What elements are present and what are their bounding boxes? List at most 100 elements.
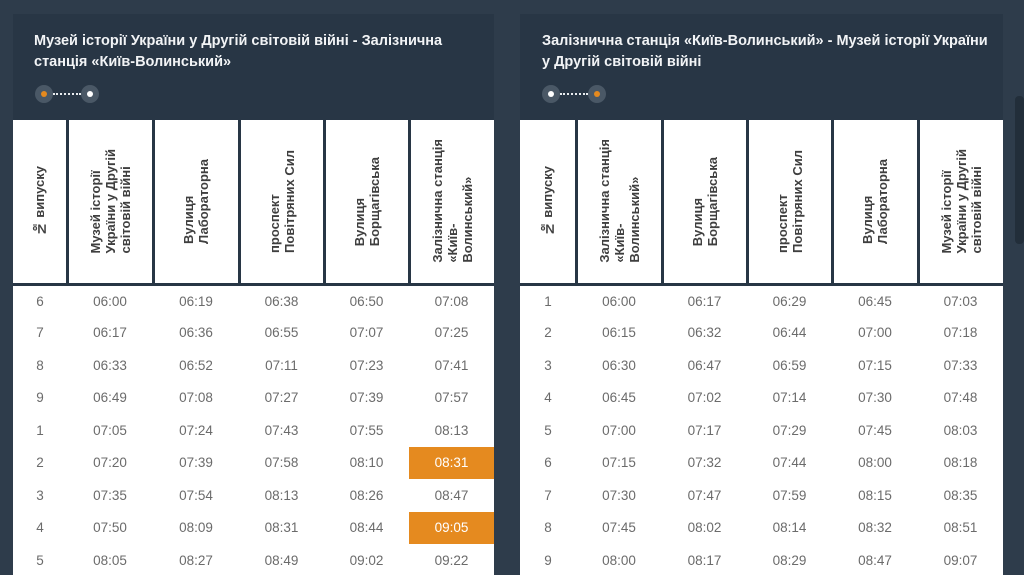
departure-time-cell: 06:44 (772, 325, 807, 341)
departure-time-cell: 06:29 (772, 293, 807, 309)
departure-time-cell: 07:14 (772, 390, 807, 406)
departure-time-cell: 07:30 (858, 390, 892, 406)
run-number-cell: 7 (36, 325, 44, 341)
column-header-run-number: № випуску (13, 120, 69, 286)
departure-time-cell: 07:58 (264, 455, 299, 471)
departure-time-cell: 07:39 (179, 455, 213, 471)
departure-time-cell: 06:38 (264, 293, 299, 309)
departure-time-cell: 08:47 (434, 487, 469, 503)
run-number-cell: 1 (544, 293, 552, 309)
run-number-cell: 5 (544, 422, 552, 438)
table-row: 5 08:05 08:27 08:49 09:02 09:22 (13, 544, 494, 575)
departure-time-cell: 08:00 (602, 552, 636, 568)
departure-time-cell: 06:47 (687, 357, 722, 373)
run-number-cell: 5 (36, 552, 44, 568)
departure-time-cell: 06:55 (264, 325, 299, 341)
departure-time-cell: 07:11 (265, 357, 298, 373)
departure-time-cell: 07:15 (602, 455, 636, 471)
panel-title: Залізнична станція «Київ-Волинський» - М… (542, 33, 988, 70)
column-header-stop: Залізнична станція «Київ- Волинський» (407, 120, 494, 286)
departure-time-cell: 07:55 (349, 422, 384, 438)
run-number-cell: 4 (36, 520, 44, 536)
departure-time-cell: 07:00 (602, 422, 636, 438)
run-number-cell: 1 (36, 422, 44, 438)
departure-time-cell: 08:31 (264, 520, 299, 536)
departure-time-cell: 07:33 (943, 357, 978, 373)
schedule-table: № випуску Музей історії України у Другій… (13, 120, 494, 575)
departure-time-cell: 07:25 (434, 325, 469, 341)
departure-time-cell: 06:52 (179, 357, 213, 373)
table-row: 3 06:30 06:47 06:59 07:15 07:33 (520, 349, 1003, 382)
departure-time-cell: 07:30 (602, 487, 636, 503)
departure-time-cell: 07:39 (349, 390, 384, 406)
departure-time-cell: 08:00 (858, 455, 892, 471)
departure-time-cell: 06:15 (602, 325, 636, 341)
departure-time-cell: 07:41 (434, 357, 469, 373)
departure-time-cell: 08:17 (687, 552, 722, 568)
departure-time-cell: 06:59 (772, 357, 807, 373)
table-row: 4 07:50 08:09 08:31 08:44 09:05 (13, 511, 494, 544)
departure-time-cell: 08:03 (943, 422, 978, 438)
departure-time-cell: 07:23 (349, 357, 384, 373)
departure-time-cell: 06:17 (93, 325, 127, 341)
run-number-cell: 8 (544, 520, 552, 536)
route-direction-indicator (542, 85, 606, 103)
table-row: 4 06:45 07:02 07:14 07:30 07:48 (520, 382, 1003, 415)
departure-time-cell: 06:49 (93, 390, 127, 406)
departure-time-cell: 07:47 (687, 487, 722, 503)
departure-time-cell: 07:07 (349, 325, 384, 341)
departure-time-cell: 06:19 (179, 293, 213, 309)
departure-time-cell: 08:49 (264, 552, 299, 568)
departure-time-cell: 07:18 (943, 325, 978, 341)
departure-time-cell: 06:50 (349, 293, 384, 309)
departure-time-cell: 07:43 (264, 422, 299, 438)
column-header-stop: Вулиця Лабораторна (830, 120, 920, 286)
departure-time-cell: 06:36 (179, 325, 213, 341)
departure-time-cell: 07:24 (179, 422, 213, 438)
table-row: 2 06:15 06:32 06:44 07:00 07:18 (520, 317, 1003, 350)
departure-time-cell: 07:08 (434, 293, 469, 309)
table-row: 6 06:00 06:19 06:38 06:50 07:08 (13, 284, 494, 317)
departure-time-cell: 08:27 (179, 552, 213, 568)
departure-time-cell: 07:35 (93, 487, 127, 503)
departure-time-cell: 08:35 (943, 487, 978, 503)
departure-time-cell: 08:29 (772, 552, 807, 568)
column-header-stop: Вулиця Лабораторна (151, 120, 241, 286)
departure-time-cell: 06:32 (687, 325, 722, 341)
table-row: 9 08:00 08:17 08:29 08:47 09:07 (520, 544, 1003, 575)
table-header-row: № випуску Залізнична станція «Київ- Воли… (520, 120, 1003, 286)
run-number-cell: 9 (36, 390, 44, 406)
route-end-dot-icon (81, 85, 99, 103)
departure-time-cell: 08:05 (93, 552, 127, 568)
table-row: 1 06:00 06:17 06:29 06:45 07:03 (520, 284, 1003, 317)
departure-time-cell: 06:00 (93, 293, 127, 309)
column-header-run-number: № випуску (520, 120, 578, 286)
departure-time-cell: 08:32 (858, 520, 892, 536)
departure-time-cell: 07:45 (602, 520, 636, 536)
departure-time-cell: 07:32 (687, 455, 722, 471)
table-row: 3 07:35 07:54 08:13 08:26 08:47 (13, 479, 494, 512)
run-number-cell: 2 (544, 325, 552, 341)
run-number-cell: 6 (544, 455, 552, 471)
table-row: 7 07:30 07:47 07:59 08:15 08:35 (520, 479, 1003, 512)
departure-time-cell: 07:57 (434, 390, 469, 406)
table-row: 5 07:00 07:17 07:29 07:45 08:03 (520, 414, 1003, 447)
page-scrollbar[interactable] (1015, 96, 1024, 244)
departure-time-cell: 07:03 (943, 293, 978, 309)
departure-time-cell: 07:27 (264, 390, 299, 406)
column-header-stop: проспект Повітряних Сил (745, 120, 834, 286)
departure-time-cell: 08:14 (772, 520, 807, 536)
departure-time-cell: 07:59 (772, 487, 807, 503)
departure-time-cell: 07:15 (858, 357, 892, 373)
table-row: 2 07:20 07:39 07:58 08:10 08:31 (13, 446, 494, 479)
run-number-cell: 6 (36, 293, 44, 309)
table-row: 9 06:49 07:08 07:27 07:39 07:57 (13, 382, 494, 415)
run-number-cell: 2 (36, 455, 44, 471)
schedule-panel-museum-to-station: Музей історії України у Другій світовій … (13, 14, 494, 575)
run-number-cell: 3 (544, 357, 552, 373)
route-start-dot-icon (35, 85, 53, 103)
departure-time-cell: 06:33 (93, 357, 127, 373)
schedule-table: № випуску Залізнична станція «Київ- Воли… (520, 120, 1003, 575)
route-end-dot-icon (588, 85, 606, 103)
departure-time-cell: 08:10 (349, 455, 384, 471)
